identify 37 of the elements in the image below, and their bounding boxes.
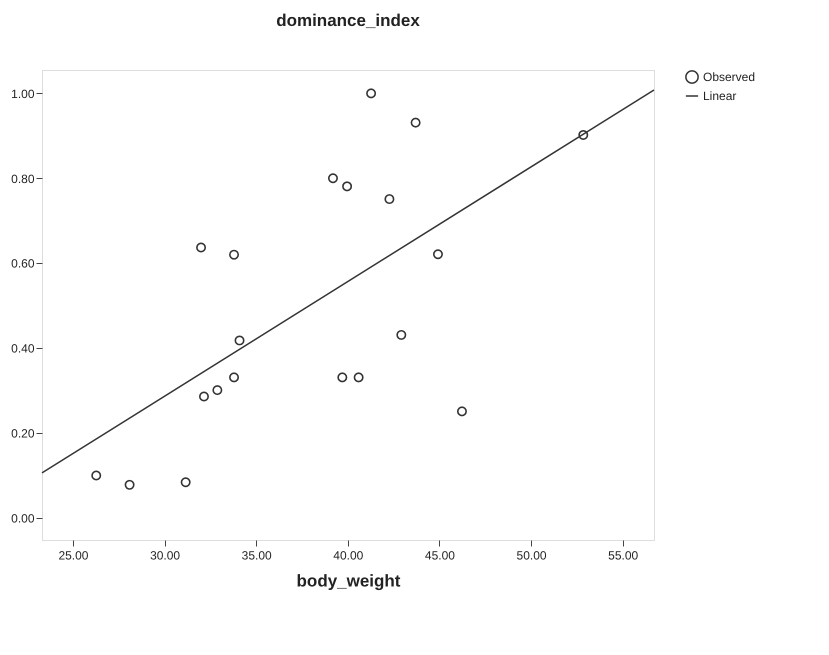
point xyxy=(196,242,206,252)
x-tick-label: 55.00 xyxy=(608,548,639,562)
y-tick-label: 0.60 xyxy=(11,256,35,271)
x-tick-label: 50.00 xyxy=(516,548,547,562)
point xyxy=(180,477,191,488)
y-tick-label: 0.20 xyxy=(11,426,35,441)
point xyxy=(328,173,338,184)
point xyxy=(456,406,467,416)
x-tick-label: 45.00 xyxy=(424,548,456,562)
point xyxy=(410,118,421,128)
point xyxy=(124,480,135,490)
point xyxy=(396,330,406,340)
x-tick-label: 35.00 xyxy=(242,548,272,562)
x-tick-label: 40.00 xyxy=(333,548,364,562)
point xyxy=(229,372,240,382)
legend-label: Observed xyxy=(703,70,756,84)
y-tick-label: 0.80 xyxy=(11,172,35,186)
point xyxy=(354,372,364,382)
point xyxy=(432,249,443,260)
point xyxy=(384,194,394,204)
x-tick-label: 25.00 xyxy=(58,548,89,562)
point xyxy=(234,335,245,346)
x-tick-label: 30.00 xyxy=(150,548,180,562)
point xyxy=(342,181,352,192)
chart-title: dominance_index xyxy=(276,11,420,30)
point xyxy=(578,130,588,140)
point xyxy=(337,372,348,382)
y-tick-label: 1.00 xyxy=(11,86,35,101)
x-axis-title: body_weight xyxy=(296,572,401,590)
point xyxy=(229,250,240,260)
point xyxy=(366,88,376,98)
point xyxy=(91,470,102,480)
y-tick-label: 0.40 xyxy=(11,342,35,356)
point xyxy=(212,385,222,396)
legend-label: Linear xyxy=(703,89,736,103)
point xyxy=(198,392,209,402)
y-tick-label: 0.00 xyxy=(11,511,35,526)
